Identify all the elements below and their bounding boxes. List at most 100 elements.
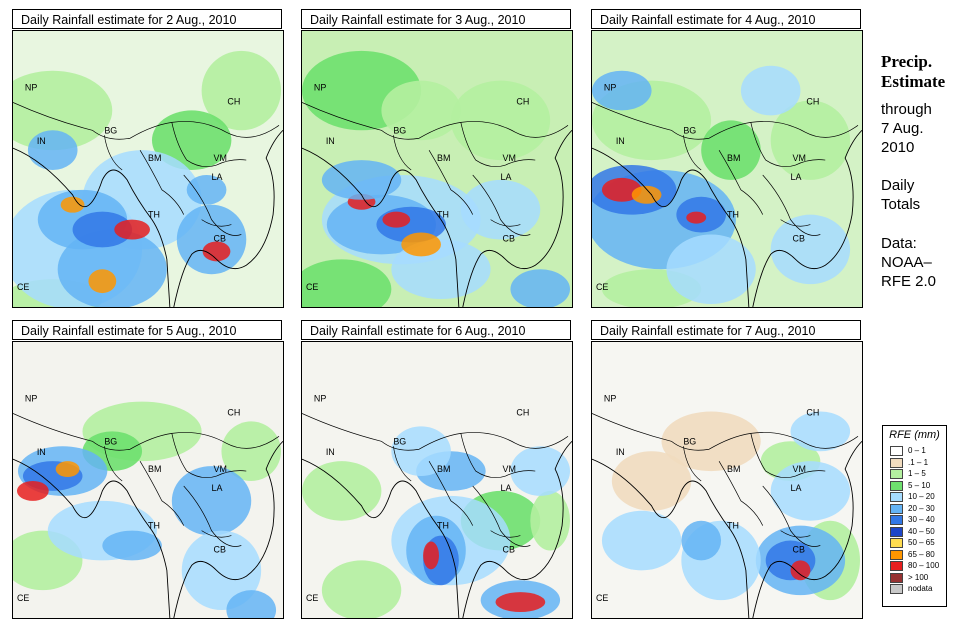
country-label: VM [503,464,516,474]
rain-patch [302,461,382,521]
rain-cell [102,530,162,561]
rain-cell [740,65,801,116]
legend-item: 40 – 50 [883,526,946,538]
rain-cell [181,530,262,611]
legend-item: 0 – 1 [883,445,946,457]
coastline [13,129,283,307]
rain-cell [176,204,247,275]
rainfall-map: NP BG IN CH BM VM LA TH CB CE [301,341,573,619]
country-label: CB [503,544,515,554]
legend-item: .1 – 1 [883,457,946,469]
legend-swatch [890,492,903,502]
country-label: CB [503,233,515,243]
legend-item: 1 – 5 [883,468,946,480]
rain-cell [321,160,402,200]
country-label: VM [793,464,806,474]
legend-label: .1 – 1 [908,457,929,467]
daily-line2: Totals [881,196,921,213]
country-borders [13,102,280,236]
legend-label: 5 – 10 [908,480,931,490]
rain-cell [601,510,682,571]
legend-item: > 100 [883,572,946,584]
panel-title: Daily Rainfall estimate for 4 Aug., 2010 [591,9,861,29]
country-label: CB [793,544,805,554]
country-label: BG [104,436,117,446]
country-label: BM [148,153,161,163]
rain-cell [401,232,441,257]
legend-swatch [890,584,903,594]
rain-cell [114,219,150,240]
rain-cell [27,130,78,170]
country-borders [302,413,569,547]
country-label: NP [25,83,37,93]
rain-cell [601,177,642,202]
rainfall-panel: Daily Rainfall estimate for 4 Aug., 2010… [591,9,863,308]
legend-swatch [890,526,903,537]
coastline [592,129,862,307]
rain-patch [321,560,402,618]
country-label: CH [806,407,819,417]
rainfall-map-svg: NP BG IN CH BM VM LA TH CB CE [13,342,283,618]
rainfall-map-svg: NP BG IN CH BM VM LA TH CB CE [302,342,572,618]
rain-cell [391,426,451,477]
country-label: LA [501,483,512,493]
legend-item: nodata [883,583,946,595]
rain-cell [510,269,571,307]
country-label: BM [437,153,450,163]
rain-patch [381,80,461,141]
rain-patch [13,70,113,151]
legend-label: 65 – 80 [908,549,935,559]
rainfall-map: NP BG IN CH BM VM LA TH CB CE [591,30,863,308]
coastline [302,440,572,618]
rainfall-map-svg: NP BG IN CH BM VM LA TH CB CE [592,342,862,618]
legend-label: 10 – 20 [908,492,935,501]
legend-swatch [890,480,903,491]
coastline [592,440,862,618]
legend-label: 0 – 1 [908,446,926,455]
country-label: NP [314,83,326,93]
rain-cell [770,214,851,285]
country-label: TH [437,521,449,531]
through-text: through [881,101,932,118]
legend-swatch [890,561,903,571]
rain-cell [382,211,411,228]
rain-patch [450,80,551,161]
legend-label: 1 – 5 [908,469,926,478]
country-label: VM [503,153,516,163]
country-label: CE [596,282,608,292]
rainfall-map-svg: NP BG IN CH BM VM LA TH CB CE [592,31,862,307]
legend: RFE (mm) 0 – 1 .1 – 1 1 – 5 5 – 10 10 – 20 20… [882,425,947,607]
country-label: BM [437,464,450,474]
legend-swatch [890,446,903,456]
country-label: CE [17,593,29,603]
legend-swatch [890,457,903,468]
rainfall-panel: Daily Rainfall estimate for 6 Aug., 2010… [301,320,573,619]
data-line1: Data: [881,235,917,252]
country-label: IN [37,136,46,146]
date-line1: 7 Aug. [881,120,924,137]
country-label: LA [791,172,802,182]
country-label: LA [212,483,223,493]
country-label: TH [148,521,160,531]
rainfall-map: NP BG IN CH BM VM LA TH CB CE [12,30,284,308]
country-label: BG [683,436,696,446]
country-label: CH [516,407,529,417]
country-label: IN [616,447,625,457]
country-label: NP [604,83,616,93]
country-label: TH [437,210,449,220]
country-label: IN [326,136,335,146]
daily-line1: Daily [881,177,915,194]
country-label: TH [727,521,739,531]
date-line2: 2010 [881,139,915,156]
country-label: LA [501,172,512,182]
legend-item: 65 – 80 [883,549,946,561]
rainfall-panel: Daily Rainfall estimate for 7 Aug., 2010… [591,320,863,619]
legend-label: 80 – 100 [908,561,940,570]
legend-swatch [890,538,903,548]
legend-label: 20 – 30 [908,503,935,513]
data-line2: NOAA– [881,254,932,271]
country-label: BG [393,125,406,135]
rainfall-map-svg: NP BG IN CH BM VM LA TH CB CE [13,31,283,307]
rain-patch [221,421,282,481]
country-label: CB [793,233,805,243]
